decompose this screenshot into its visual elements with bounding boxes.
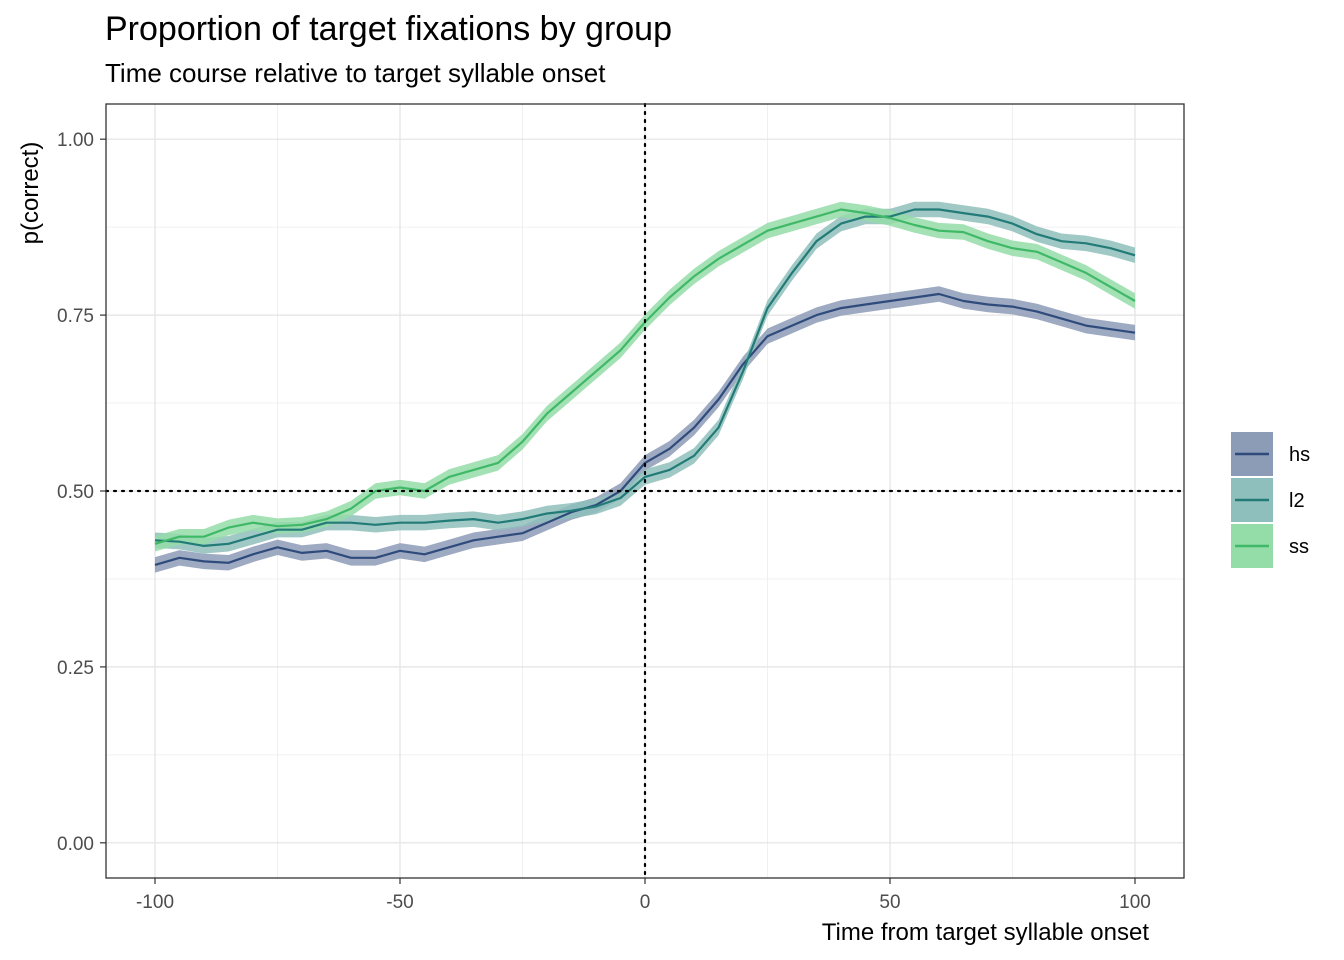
x-tick-label: 50 xyxy=(879,892,900,913)
y-tick-label: 0.50 xyxy=(57,482,94,503)
y-tick-label: 0.00 xyxy=(57,834,94,855)
legend-label-hs: hs xyxy=(1289,444,1310,466)
reference-lines xyxy=(104,102,1186,880)
y-tick-label: 0.25 xyxy=(57,658,94,679)
x-tick-label: -50 xyxy=(386,892,413,913)
line-l2 xyxy=(154,208,1136,548)
band-ss xyxy=(155,201,1135,552)
axis-ticks: -100 -50 0 50 100 0.00 0.25 0.50 0.75 1.00 xyxy=(57,130,1151,913)
x-tick-label: 100 xyxy=(1119,892,1151,913)
y-tick-label: 1.00 xyxy=(57,130,94,151)
chart-title: Proportion of target fixations by group xyxy=(105,10,672,48)
x-tick-label: -100 xyxy=(136,892,174,913)
legend-label-ss: ss xyxy=(1289,536,1309,558)
legend-label-l2: l2 xyxy=(1289,490,1305,512)
x-axis-title: Time from target syllable onset xyxy=(822,919,1150,946)
legend: hs l2 ss xyxy=(1231,432,1310,568)
confidence-bands xyxy=(155,201,1135,573)
band-hs xyxy=(155,286,1135,573)
chart-subtitle: Time course relative to target syllable … xyxy=(105,58,606,88)
band-l2 xyxy=(155,201,1135,554)
x-tick-label: 0 xyxy=(640,892,651,913)
y-axis-title: p(correct) xyxy=(17,142,44,245)
y-tick-label: 0.75 xyxy=(57,306,94,327)
